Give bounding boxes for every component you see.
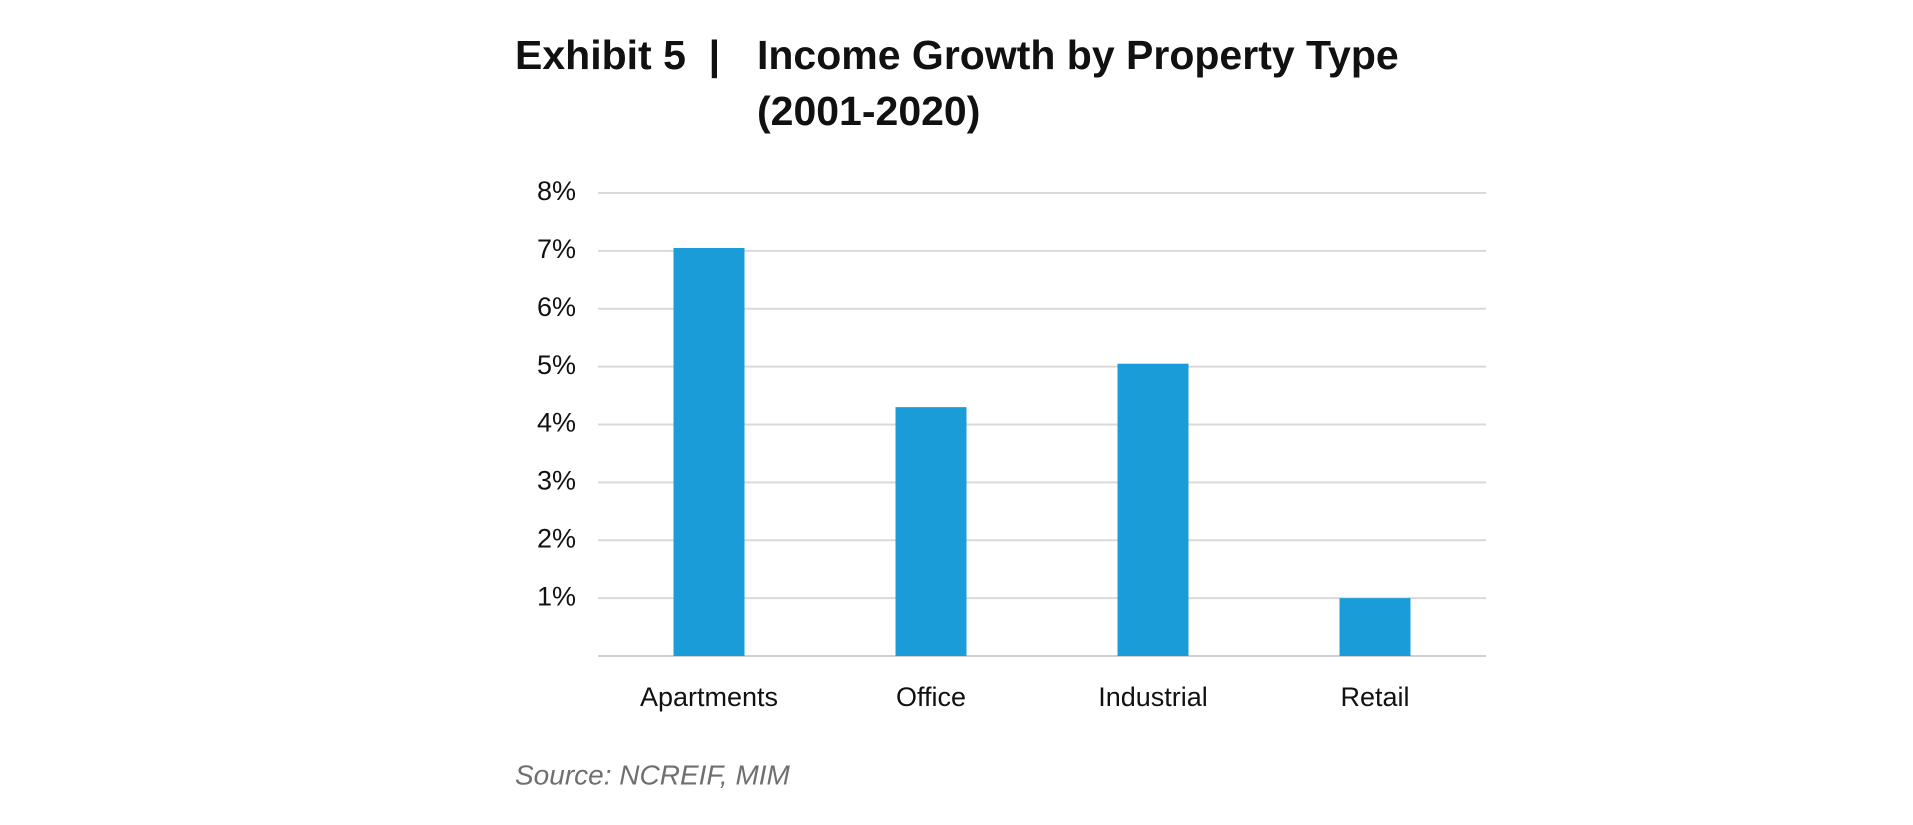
y-tick-label: 3% (537, 466, 576, 496)
y-tick-label: 5% (537, 350, 576, 380)
bar (1339, 598, 1411, 656)
y-tick-label: 6% (537, 292, 576, 322)
y-tick-label: 2% (537, 523, 576, 553)
x-tick-label: Industrial (1098, 682, 1208, 712)
bar (1117, 363, 1189, 656)
x-tick-label: Office (896, 682, 966, 712)
bar (895, 407, 967, 656)
chart-title-prefix: Exhibit 5 | (515, 32, 720, 78)
y-tick-label: 8% (537, 176, 576, 206)
source-note: Source: NCREIF, MIM (515, 759, 791, 790)
y-tick-label: 7% (537, 234, 576, 264)
x-tick-label: Apartments (640, 682, 778, 712)
y-tick-label: 4% (537, 408, 576, 438)
bar (673, 247, 745, 656)
chart-title: Income Growth by Property Type (757, 32, 1399, 78)
y-tick-label: 1% (537, 581, 576, 611)
x-tick-label: Retail (1340, 682, 1409, 712)
chart-title: (2001-2020) (757, 88, 980, 134)
